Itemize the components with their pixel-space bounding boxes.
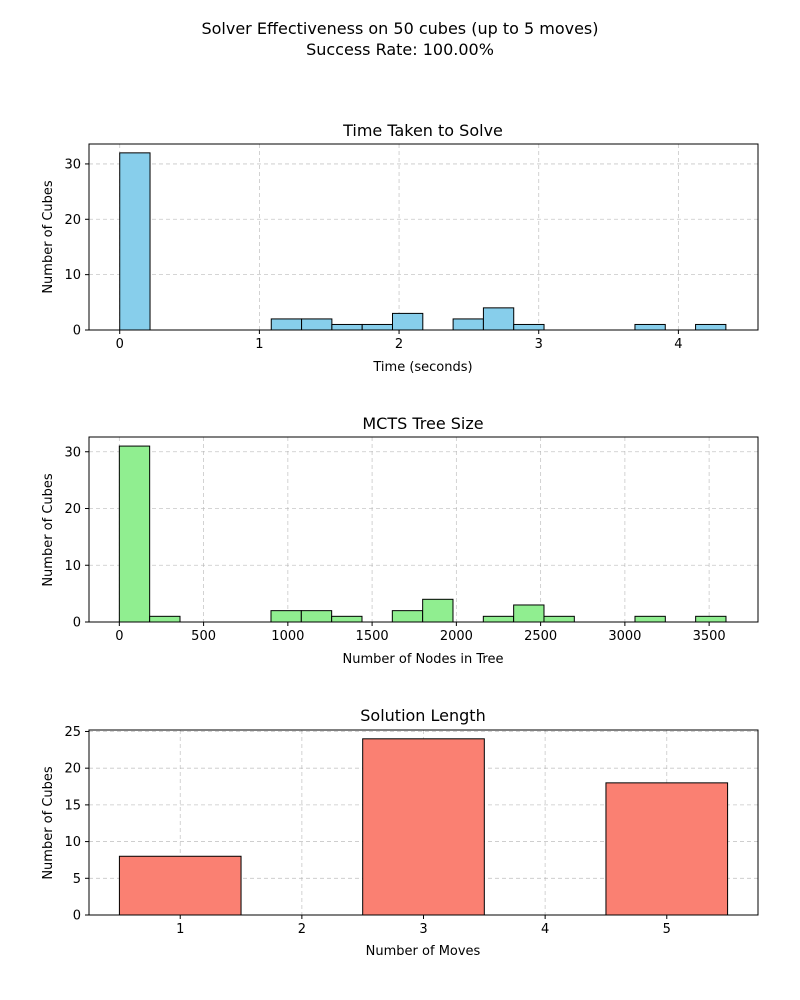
time-histogram-xtick-label: 1 [255, 337, 263, 352]
solution-length-histogram-ytick-label: 15 [64, 798, 81, 813]
solution-length-histogram-xtick-label: 4 [541, 922, 549, 937]
tree-size-histogram-xtick-label: 2000 [440, 629, 473, 644]
tree-size-histogram-title: MCTS Tree Size [362, 414, 483, 433]
tree-size-histogram-xtick-label: 1000 [271, 629, 304, 644]
time-histogram-bar [119, 152, 151, 331]
solution-length-histogram-ytick-label: 25 [64, 725, 81, 740]
time-histogram-bar [270, 318, 303, 331]
time-histogram-xtick-label: 0 [116, 337, 124, 352]
solution-length-histogram-ytick-label: 20 [64, 762, 81, 777]
tree-size-histogram-ytick-label: 20 [64, 502, 81, 517]
solution-length-histogram-xtick-label: 2 [298, 922, 306, 937]
solution-length-histogram-xtick-label: 1 [176, 922, 184, 937]
time-histogram-ytick-label: 20 [64, 213, 81, 228]
tree-size-histogram-bar [149, 615, 181, 623]
time-histogram-xtick-label: 3 [535, 337, 543, 352]
solution-length-histogram-xlabel: Number of Moves [366, 944, 481, 959]
tree-size-histogram-bar [695, 615, 727, 623]
time-histogram-panel: Time Taken to Solve Time (seconds) Numbe… [41, 121, 759, 375]
figure-title-line2: Success Rate: 100.00% [306, 40, 494, 59]
solution-length-histogram-ytick-label: 10 [64, 835, 81, 850]
time-histogram-bar [513, 323, 545, 331]
solution-length-histogram-xtick-label: 3 [419, 922, 427, 937]
time-histogram-bar [361, 323, 393, 331]
time-histogram-bar [452, 318, 484, 331]
solution-length-histogram-ytick-label: 0 [73, 909, 81, 924]
time-histogram-ytick-label: 10 [64, 268, 81, 283]
tree-size-histogram-bar [482, 615, 515, 623]
time-histogram-ylabel: Number of Cubes [41, 180, 56, 294]
tree-size-histogram-bar [422, 598, 454, 623]
tree-size-histogram-ytick-label: 10 [64, 559, 81, 574]
tree-size-histogram-xtick-label: 500 [191, 629, 216, 644]
figure-title-line1: Solver Effectiveness on 50 cubes (up to … [201, 19, 598, 38]
tree-size-histogram-ytick-label: 0 [73, 616, 81, 631]
tree-size-histogram-xtick-label: 1500 [356, 629, 389, 644]
solution-length-histogram-bar [605, 782, 729, 916]
tree-size-histogram-xtick-label: 3000 [608, 629, 641, 644]
tree-size-histogram-panel: MCTS Tree Size Number of Nodes in Tree N… [41, 414, 759, 667]
time-histogram-bar [695, 323, 727, 331]
time-histogram-xtick-label: 2 [395, 337, 403, 352]
time-histogram-axes-frame [88, 143, 759, 331]
solution-length-histogram-panel: Solution Length Number of Moves Number o… [41, 706, 759, 959]
tree-size-histogram-xtick-label: 0 [115, 629, 123, 644]
tree-size-histogram-bar [331, 615, 363, 623]
time-histogram-bar [301, 318, 333, 331]
tree-size-histogram-bar [118, 445, 151, 623]
tree-size-histogram-bar [543, 615, 575, 623]
tree-size-histogram-xlabel: Number of Nodes in Tree [343, 652, 504, 667]
tree-size-histogram-bar [391, 610, 424, 623]
tree-size-histogram-ytick-label: 30 [64, 445, 81, 460]
time-histogram-xtick-label: 4 [674, 337, 682, 352]
solution-length-histogram-xtick-label: 5 [663, 922, 671, 937]
tree-size-histogram-bar [270, 610, 302, 623]
solution-length-histogram-ytick-label: 5 [73, 872, 81, 887]
time-histogram-bar [331, 323, 363, 331]
tree-size-histogram-xtick-label: 2500 [524, 629, 557, 644]
tree-size-histogram-ylabel: Number of Cubes [41, 473, 56, 587]
tree-size-histogram-axes-frame [88, 436, 759, 623]
tree-size-histogram-xtick-label: 3500 [693, 629, 726, 644]
time-histogram-bar [391, 312, 424, 331]
solution-length-histogram-ylabel: Number of Cubes [41, 766, 56, 880]
time-histogram-ytick-label: 0 [73, 324, 81, 339]
solution-length-histogram-title: Solution Length [360, 706, 485, 725]
solution-length-histogram-bar [362, 738, 485, 916]
tree-size-histogram-bar [634, 615, 666, 623]
tree-size-histogram-bar [513, 604, 545, 623]
time-histogram-bar [634, 323, 666, 331]
time-histogram-ytick-label: 30 [64, 157, 81, 172]
tree-size-histogram-bar [300, 610, 333, 623]
solution-length-histogram-bar [118, 855, 242, 916]
time-histogram-bar [482, 307, 515, 331]
time-histogram-title: Time Taken to Solve [342, 121, 503, 140]
time-histogram-xlabel: Time (seconds) [372, 360, 472, 375]
